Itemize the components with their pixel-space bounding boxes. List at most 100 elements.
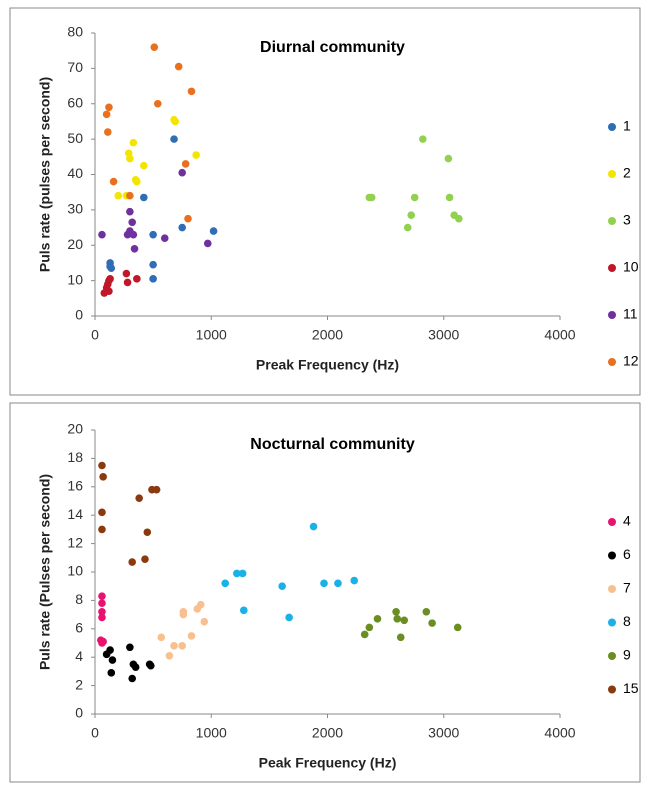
data-point [108, 656, 117, 664]
data-point [149, 260, 157, 269]
data-point [106, 275, 114, 283]
data-point [170, 642, 178, 650]
y-tick-label: 30 [67, 201, 83, 217]
data-point [141, 555, 149, 564]
data-point [178, 642, 186, 650]
x-axis-label: Peak Frequency (Hz) [259, 755, 397, 771]
data-point [309, 522, 318, 531]
y-tick-label: 40 [67, 165, 83, 181]
y-tick-label: 8 [75, 591, 83, 607]
y-tick-label: 6 [75, 620, 83, 636]
legend-label: 9 [623, 647, 631, 663]
legend-marker [608, 123, 616, 131]
data-point [105, 287, 113, 296]
data-point [373, 615, 382, 623]
data-point [171, 117, 180, 126]
x-tick-label: 2000 [312, 725, 343, 741]
y-tick-label: 20 [67, 236, 83, 252]
legend-marker [608, 551, 616, 560]
data-point [135, 494, 143, 502]
legend-marker [608, 652, 616, 660]
data-point [165, 651, 174, 660]
data-point [196, 600, 205, 609]
legend-marker [608, 264, 616, 272]
chart-title: Nocturnal community [250, 436, 415, 453]
data-point [410, 193, 419, 202]
data-point [102, 110, 111, 119]
data-point [114, 191, 123, 200]
y-tick-label: 20 [67, 421, 83, 437]
data-point [129, 230, 138, 239]
y-tick-label: 12 [67, 534, 83, 550]
y-tick-label: 10 [67, 271, 83, 287]
data-point [160, 234, 169, 242]
data-point [152, 485, 161, 494]
legend-label: 1 [623, 118, 631, 134]
data-point [453, 623, 462, 632]
data-point [157, 633, 166, 642]
legend-label: 6 [623, 546, 631, 562]
legend-label: 4 [623, 513, 631, 529]
legend-label: 2 [623, 165, 631, 181]
data-point [98, 508, 106, 517]
data-point [106, 646, 114, 654]
data-point [123, 278, 132, 287]
x-tick-label: 1000 [196, 725, 227, 741]
y-tick-label: 0 [75, 307, 83, 323]
legend-label: 8 [623, 613, 631, 629]
legend-label: 3 [623, 212, 631, 228]
data-point [240, 606, 248, 615]
data-point [129, 138, 138, 147]
data-point [320, 579, 328, 588]
data-point [150, 43, 159, 51]
legend-marker [608, 217, 616, 225]
data-point [178, 168, 186, 177]
y-tick-label: 2 [75, 676, 83, 692]
data-point [140, 161, 148, 170]
data-point [99, 637, 107, 646]
data-point [103, 128, 112, 136]
data-point [98, 230, 106, 239]
data-point [107, 669, 116, 677]
data-point [149, 275, 157, 283]
data-point [133, 177, 141, 186]
data-point [147, 661, 155, 670]
data-point [128, 558, 136, 566]
x-tick-label: 0 [91, 725, 99, 741]
data-point [445, 193, 454, 202]
legend-marker [608, 685, 616, 694]
chart-frame [9, 7, 641, 396]
data-point [422, 607, 431, 616]
legend-marker [608, 311, 616, 319]
data-point [444, 154, 453, 163]
y-tick-label: 16 [67, 478, 83, 494]
data-point [131, 663, 140, 671]
data-point [419, 135, 427, 143]
data-point [98, 461, 106, 470]
y-tick-label: 10 [67, 563, 83, 579]
x-tick-label: 4000 [544, 725, 575, 741]
data-point [98, 599, 106, 608]
legend-label: 12 [623, 353, 639, 369]
data-point [407, 211, 416, 219]
data-point [393, 615, 402, 623]
data-point [143, 528, 152, 537]
data-point [98, 592, 106, 600]
data-point [360, 630, 369, 639]
data-point [455, 214, 463, 223]
data-point [126, 207, 134, 216]
chart-frame [9, 402, 641, 783]
legend-marker [608, 585, 616, 593]
data-point [128, 674, 136, 683]
x-tick-label: 3000 [428, 327, 459, 343]
legend-marker [608, 358, 616, 366]
x-tick-label: 1000 [196, 327, 227, 343]
y-tick-label: 80 [67, 24, 83, 40]
data-point [334, 579, 342, 588]
x-tick-label: 0 [91, 327, 99, 343]
data-point [350, 576, 359, 585]
data-point [403, 223, 412, 232]
data-point [200, 617, 209, 626]
data-point [184, 214, 192, 223]
